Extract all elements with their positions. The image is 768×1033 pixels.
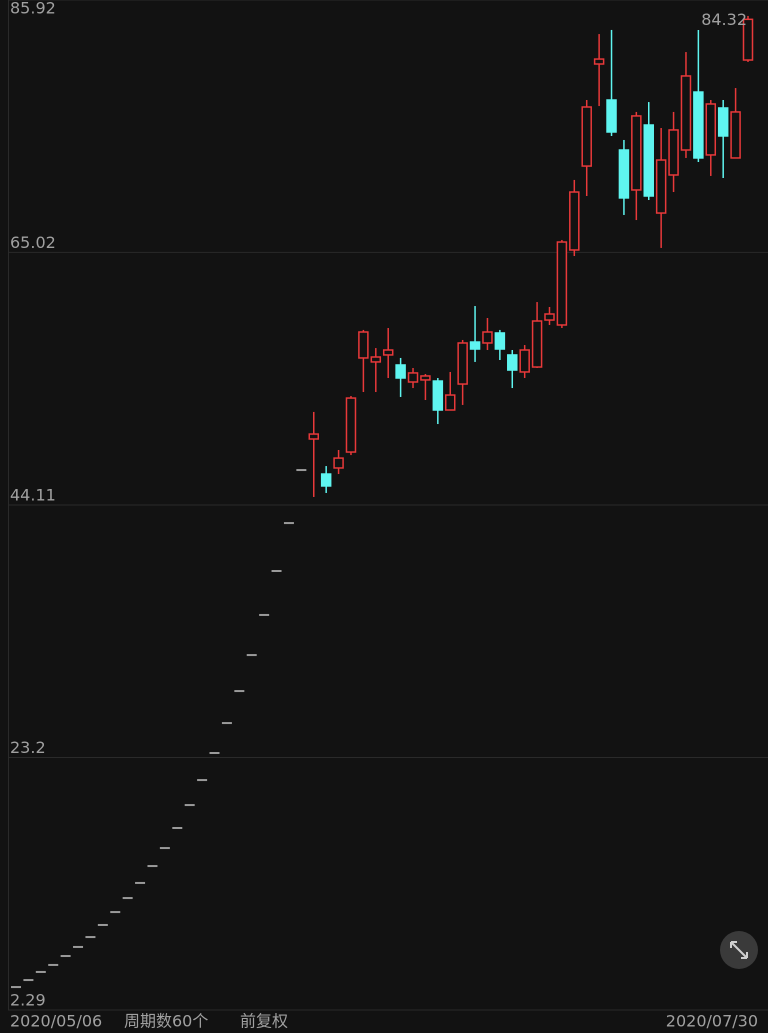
candle-body <box>432 380 444 411</box>
candle-body <box>618 149 630 199</box>
adjust-label: 前复权 <box>240 1012 288 1031</box>
candle-body <box>531 320 543 368</box>
candle-body <box>345 397 357 453</box>
candle-body <box>494 332 506 350</box>
candle-body <box>457 342 468 385</box>
candle-body <box>482 331 493 344</box>
y-tick-label: 23.2 <box>10 738 46 757</box>
candle-body <box>643 124 654 197</box>
candle-body <box>507 354 518 371</box>
candle-body <box>320 473 332 487</box>
candle-body <box>742 18 754 61</box>
y-tick-label: 65.02 <box>10 233 56 252</box>
expand-button[interactable] <box>720 931 758 969</box>
candle-body <box>655 159 667 214</box>
candle-body <box>395 364 406 379</box>
period-label: 周期数60个 <box>124 1012 208 1031</box>
candle-body <box>370 356 382 363</box>
candle-body <box>569 191 580 251</box>
x-tick-label: 2020/05/06 <box>10 1012 102 1031</box>
candle-body <box>407 372 419 383</box>
candle-body <box>358 331 369 359</box>
candle-body <box>333 457 344 469</box>
candle-body <box>668 129 679 176</box>
candle-body <box>631 115 642 191</box>
candle-body <box>593 58 605 65</box>
y-tick-label: 2.29 <box>10 991 46 1010</box>
candle-body <box>308 433 320 440</box>
x-tick-label: 2020/07/30 <box>666 1012 758 1031</box>
candle-body <box>705 103 717 156</box>
candle-body <box>581 106 592 167</box>
y-tick-label: 44.11 <box>10 485 56 504</box>
candle-body <box>556 241 568 326</box>
candle-body <box>544 313 555 321</box>
candle-body <box>382 349 394 356</box>
candle-body <box>420 375 431 381</box>
candle-body <box>717 107 729 137</box>
candle-body <box>444 394 456 411</box>
candle-body <box>680 75 692 151</box>
candle-body <box>469 341 481 350</box>
last-price-label: 84.32 <box>701 10 747 29</box>
candle-body <box>606 99 617 133</box>
candle-body <box>693 91 704 159</box>
candle-body <box>730 111 741 159</box>
y-tick-label: 85.92 <box>10 0 56 18</box>
candle-body <box>519 349 530 373</box>
